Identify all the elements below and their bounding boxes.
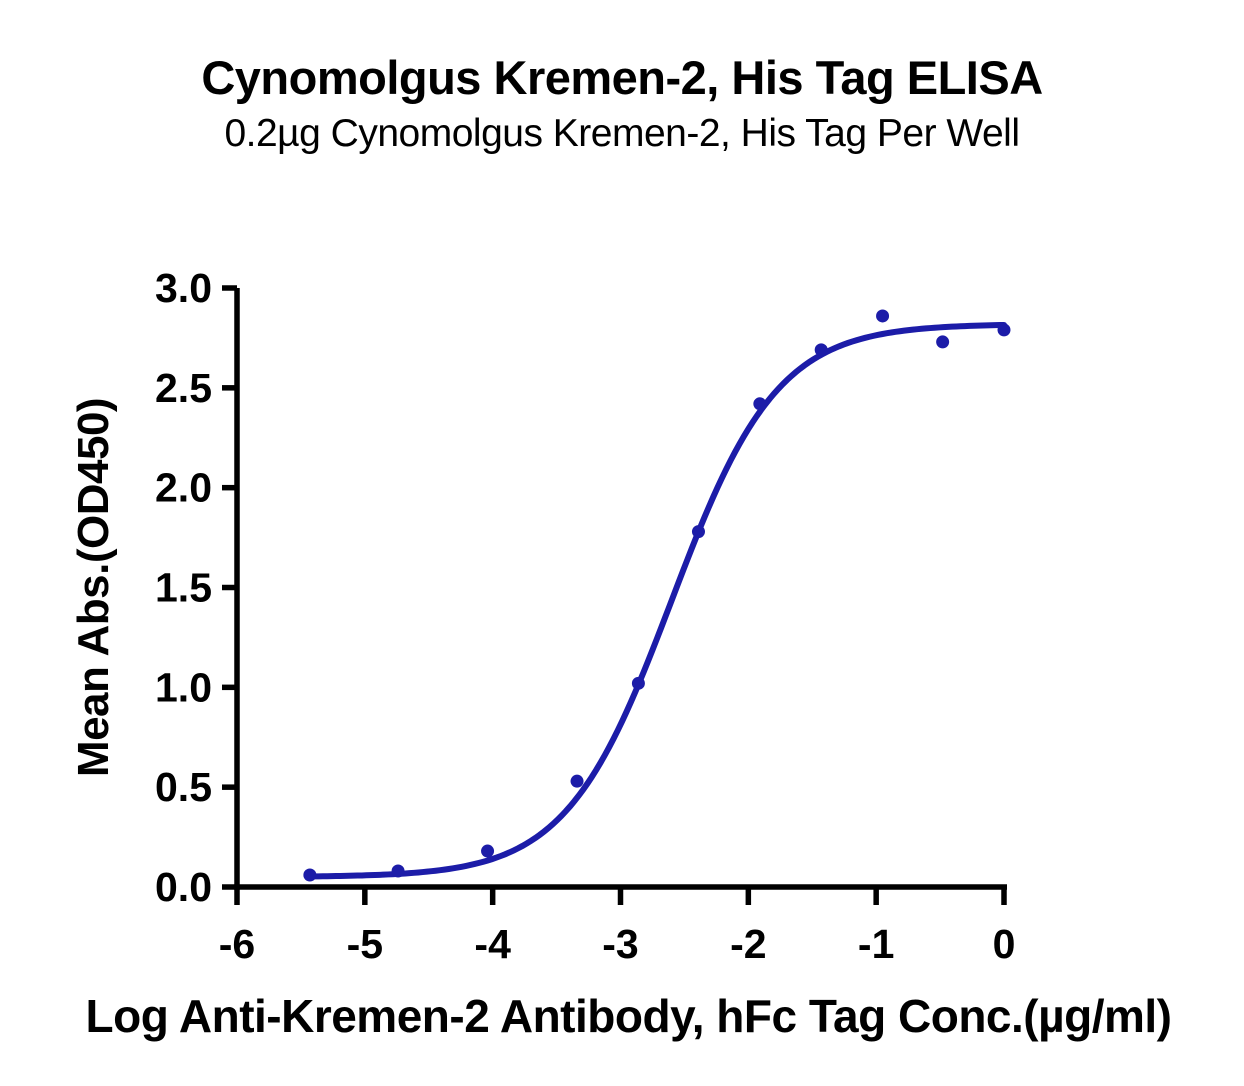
x-tick-label: -4 — [474, 921, 511, 967]
data-point — [570, 774, 584, 788]
data-point — [631, 676, 645, 690]
data-point — [814, 343, 828, 357]
y-axis-title: Mean Abs.(OD450) — [69, 398, 118, 777]
y-tick-label: 0.5 — [155, 764, 212, 810]
x-tick-label: -5 — [347, 921, 383, 967]
x-tick-label: -2 — [730, 921, 766, 967]
data-point — [876, 309, 890, 323]
fit-curve — [306, 321, 1007, 880]
axis-labels: -6 -5 -4 -3 -2 -1 0 0.0 0.5 1.0 1.5 2.0 2.5 3.0 Log An… — [69, 265, 1172, 1042]
data-point — [691, 525, 705, 539]
y-tick-label: 2.0 — [155, 465, 212, 511]
data-point — [753, 397, 767, 411]
x-axis-title: Log Anti-Kremen-2 Antibody, hFc Tag Conc… — [86, 990, 1172, 1042]
y-tick-label: 1.0 — [155, 664, 212, 710]
y-tick-label: 2.5 — [155, 365, 212, 411]
y-tick-label: 3.0 — [155, 265, 212, 311]
x-tick-label: 0 — [993, 921, 1016, 967]
x-tick-label: -1 — [858, 921, 894, 967]
y-tick-label: 0.0 — [155, 864, 212, 910]
data-point — [481, 844, 495, 858]
data-point — [997, 323, 1011, 337]
chart-title: Cynomolgus Kremen-2, His Tag ELISA — [201, 51, 1043, 104]
chart-subtitle: 0.2µg Cynomolgus Kremen-2, His Tag Per W… — [224, 112, 1020, 155]
x-tick-label: -3 — [602, 921, 638, 967]
data-point — [936, 335, 950, 349]
y-tick-label: 1.5 — [155, 565, 212, 611]
data-point — [303, 868, 317, 882]
axes — [222, 285, 1007, 905]
data-series — [303, 309, 1011, 882]
x-tick-label: -6 — [219, 921, 255, 967]
data-point — [391, 864, 405, 878]
